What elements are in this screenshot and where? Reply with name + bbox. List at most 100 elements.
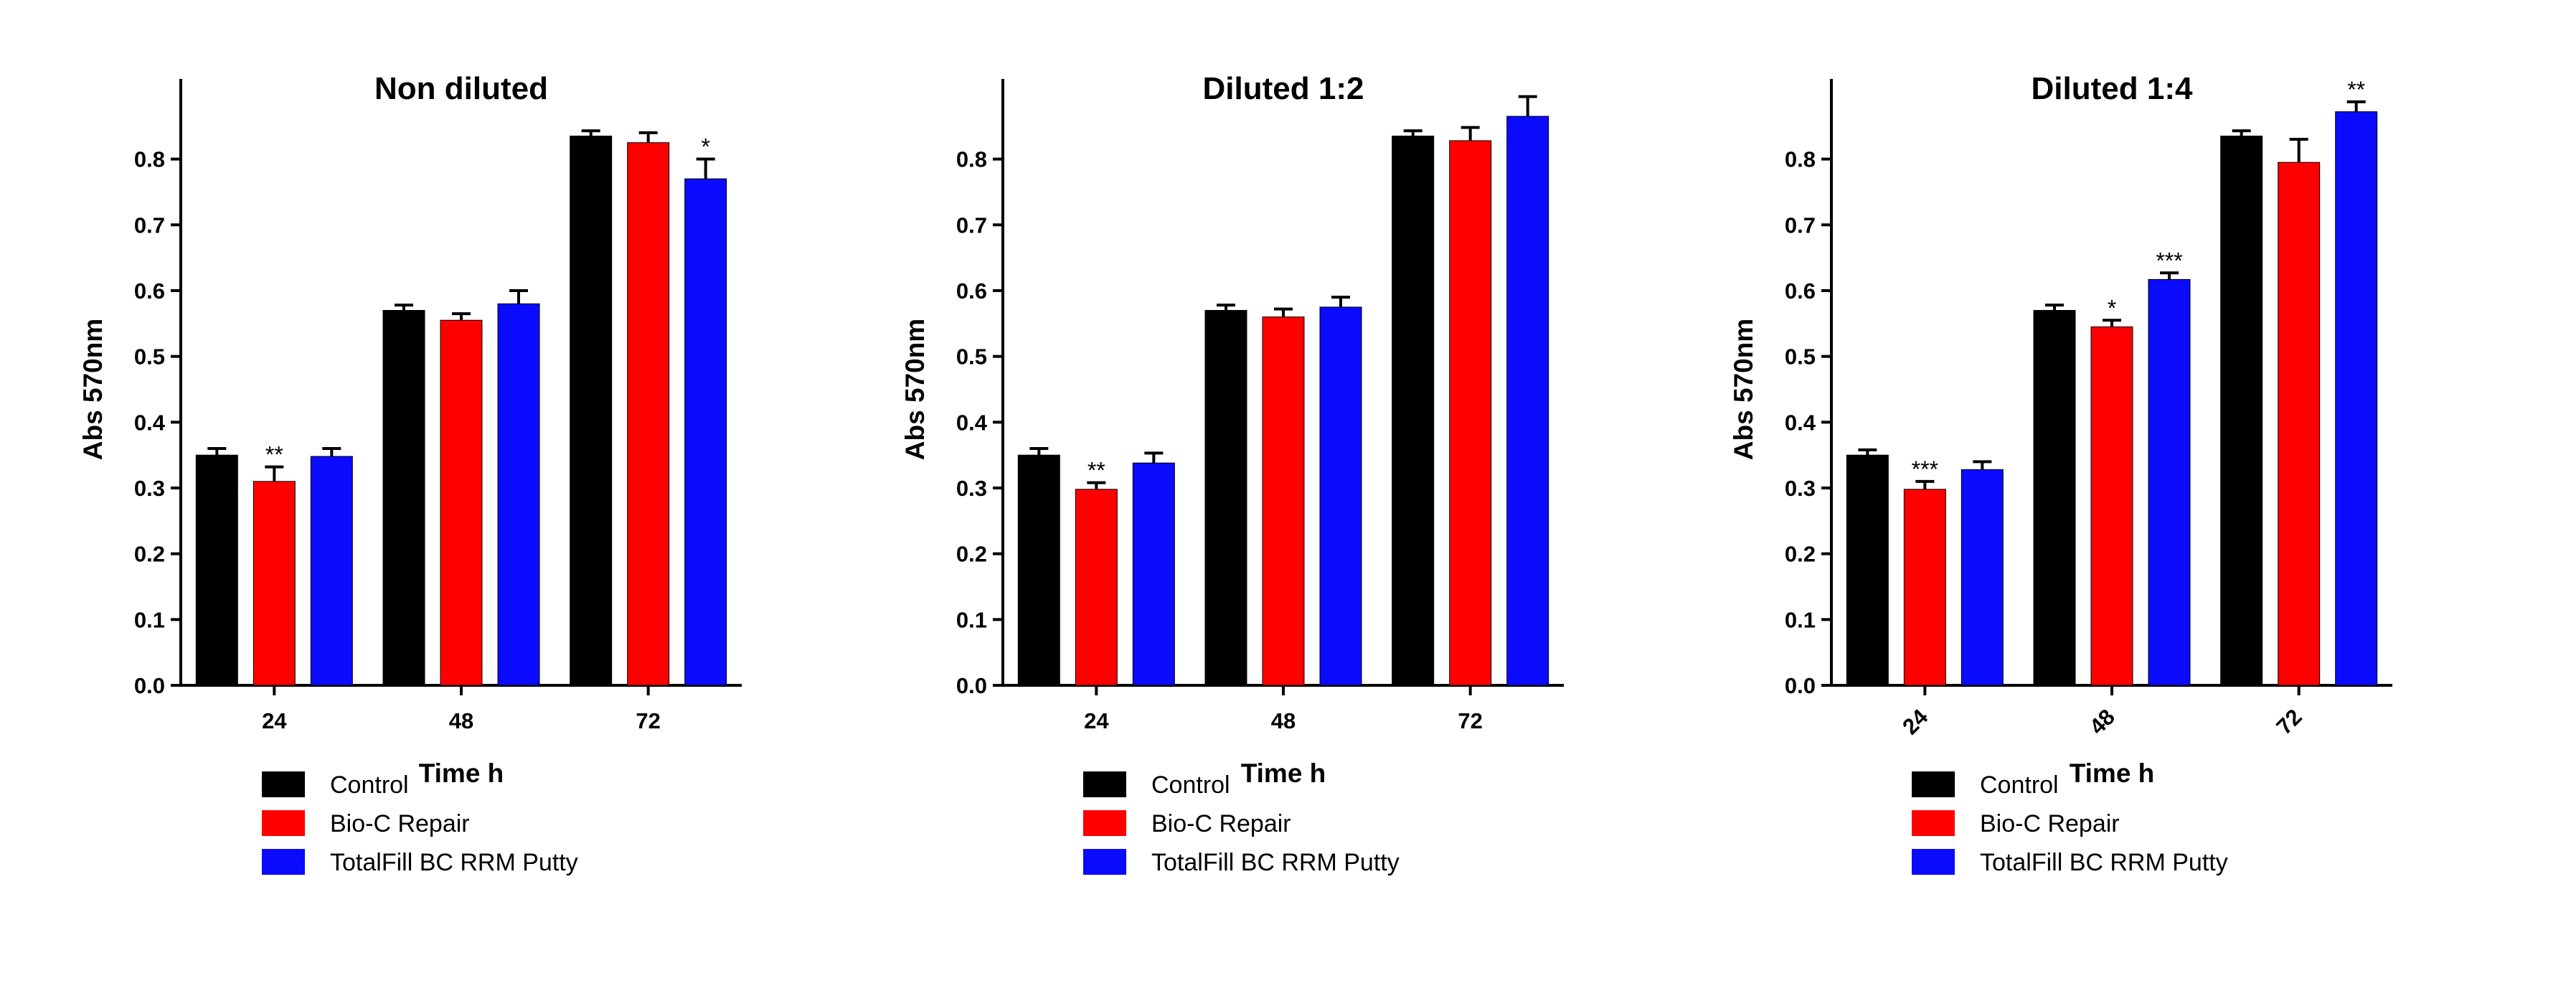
bar-bio-c-repair [253,481,296,686]
legend-label: Control [330,771,409,799]
significance-label: *** [2156,248,2182,273]
significance-label: ** [1088,458,1105,484]
bar-bio-c-repair [2278,161,2321,686]
y-axis-label: Abs 570nm [78,319,108,460]
y-tick-label: 0.0 [956,673,987,698]
y-tick-label: 0.7 [956,212,987,238]
legend-label: Control [1980,771,2059,799]
legend-label: Bio-C Repair [1980,810,2120,837]
x-tick-label: 24 [1897,704,1933,740]
bar-bio-c-repair [627,142,670,686]
y-tick-label: 0.8 [134,147,165,172]
x-axis-label: Time h [1241,759,1326,788]
bar-totalfill-bc-rrm-putty [684,178,727,686]
bar-bio-c-repair [440,319,483,686]
legend-swatch [262,810,305,836]
chart-panel-2: Diluted 1:2 0.0 0.1 0.2 0.3 0.4 0.5 0.6 0.7 0.8 Ab… [900,71,1564,876]
y-tick-label: 0.3 [134,476,165,501]
bar-bio-c-repair [1903,489,1946,686]
legend-label: TotalFill BC RRM Putty [1151,849,1400,876]
y-tick-label: 0.8 [956,147,987,172]
x-tick-label: 72 [636,708,660,733]
legend-swatch [1912,771,1955,797]
y-tick-label: 0.7 [1785,212,1816,238]
legend-swatch [1083,810,1126,836]
y-tick-label: 0.2 [1785,542,1816,567]
legend-label: Bio-C Repair [330,810,470,837]
significance-label: *** [1912,456,1938,482]
bar-totalfill-bc-rrm-putty [497,303,540,686]
y-tick-label: 0.3 [1785,476,1816,501]
x-axis-label: Time h [419,759,504,788]
legend-swatch [262,849,305,875]
legend-swatch [1083,771,1126,797]
bar-totalfill-bc-rrm-putty [1961,469,2004,686]
legend-label: TotalFill BC RRM Putty [330,849,578,876]
y-axis-label: Abs 570nm [900,319,930,460]
legend: Control Bio-C Repair TotalFill BC RRM Putt… [1912,771,2228,876]
y-tick-label: 0.4 [1785,410,1816,435]
bar-bio-c-repair [1075,489,1118,686]
bar-totalfill-bc-rrm-putty [310,456,353,686]
bar-control [2033,310,2076,686]
significance-label: ** [2347,77,2365,103]
bar-control [1846,454,1889,686]
y-tick-label: 0.3 [956,476,987,501]
x-tick-label: 72 [2271,704,2306,739]
bar-control [2220,136,2263,686]
bar-control [570,136,613,686]
bar-control [382,310,425,686]
bar-totalfill-bc-rrm-putty [2335,111,2378,686]
bar-totalfill-bc-rrm-putty [2148,278,2191,686]
legend-swatch [1912,849,1955,875]
chart-panel-1: Non diluted 0.0 0.1 0.2 0.3 0.4 0.5 0.6 0.7 0.8 Ab… [78,71,742,876]
x-tick-label: 48 [449,708,473,733]
legend-label: TotalFill BC RRM Putty [1980,849,2228,876]
bar-totalfill-bc-rrm-putty [1132,462,1175,686]
x-tick-label: 48 [2085,704,2120,739]
significance-label: ** [265,442,283,468]
y-tick-label: 0.6 [1785,278,1816,304]
legend-swatch [1083,849,1126,875]
legend-swatch [262,771,305,797]
y-tick-label: 0.2 [956,542,987,567]
significance-label: * [701,134,709,160]
significance-label: * [2108,295,2116,321]
bar-bio-c-repair [1262,316,1305,686]
y-tick-label: 0.0 [134,673,165,698]
bar-control [1204,310,1247,686]
x-tick-label: 24 [262,708,287,733]
x-axis-label: Time h [2070,759,2155,788]
y-tick-label: 0.1 [134,607,165,632]
bar-totalfill-bc-rrm-putty [1506,116,1549,686]
y-tick-label: 0.0 [1785,673,1816,698]
bar-bio-c-repair [1449,140,1492,686]
y-tick-label: 0.4 [134,410,166,435]
y-tick-label: 0.5 [956,344,987,370]
legend-label: Control [1151,771,1230,799]
y-tick-label: 0.2 [134,542,165,567]
bar-bio-c-repair [2090,326,2133,686]
bar-totalfill-bc-rrm-putty [1319,306,1362,686]
y-tick-label: 0.5 [134,344,165,370]
chart-title: Diluted 1:4 [2032,71,2193,106]
x-tick-label: 48 [1271,708,1296,733]
y-tick-label: 0.6 [956,278,987,304]
y-tick-label: 0.7 [134,212,165,238]
legend-swatch [1912,810,1955,836]
bar-control [195,454,238,686]
y-tick-label: 0.1 [956,607,987,632]
y-tick-label: 0.5 [1785,344,1816,370]
chart-panel-3: Diluted 1:4 0.0 0.1 0.2 0.3 0.4 0.5 0.6 0.7 0.8 Ab… [1729,71,2392,876]
y-axis-label: Abs 570nm [1729,319,1758,460]
legend: Control Bio-C Repair TotalFill BC RRM Putt… [1083,771,1400,876]
legend-label: Bio-C Repair [1151,810,1291,837]
x-tick-label: 24 [1084,708,1109,733]
y-tick-label: 0.4 [956,410,988,435]
y-tick-label: 0.8 [1785,147,1816,172]
y-tick-label: 0.6 [134,278,165,304]
y-tick-label: 0.1 [1785,607,1816,632]
x-tick-label: 72 [1458,708,1482,733]
legend: Control Bio-C Repair TotalFill BC RRM Putt… [262,771,578,876]
